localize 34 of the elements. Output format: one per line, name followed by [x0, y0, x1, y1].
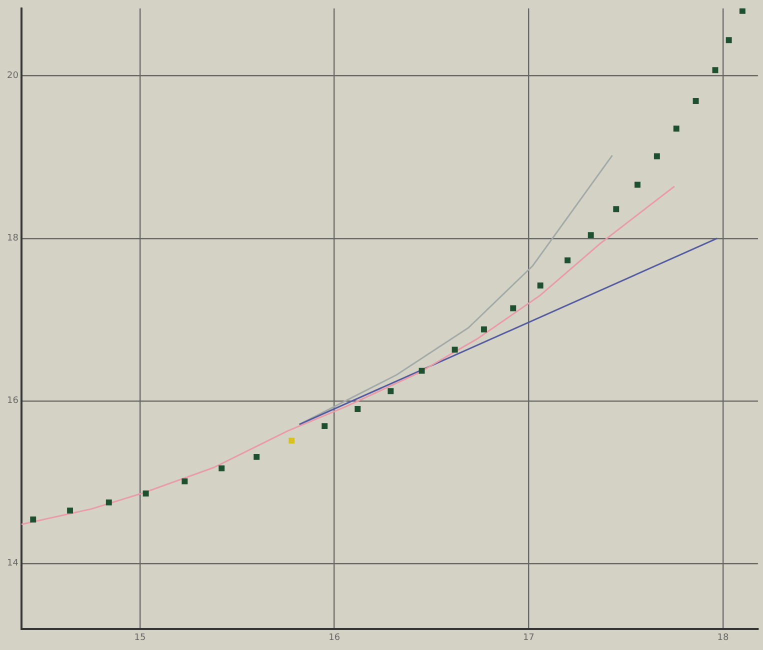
point [537, 282, 544, 288]
point [388, 388, 394, 394]
point [106, 499, 112, 506]
point [218, 465, 225, 472]
point [254, 454, 260, 460]
y-tick-label: 18 [7, 234, 19, 244]
point [726, 37, 732, 44]
point [613, 206, 620, 212]
point [692, 98, 699, 104]
point [67, 508, 74, 514]
point [673, 126, 680, 132]
x-tick-label: 18 [717, 632, 730, 643]
point [354, 406, 361, 412]
point [142, 490, 149, 496]
point [418, 368, 425, 374]
point [30, 516, 36, 522]
point [739, 8, 746, 14]
x-tick-label: 15 [134, 632, 146, 643]
y-tick-label: 16 [7, 396, 19, 406]
point [654, 153, 660, 160]
point [322, 423, 328, 430]
point [452, 346, 458, 353]
point [288, 438, 295, 444]
y-tick-label: 14 [7, 558, 19, 569]
point [182, 478, 188, 484]
point [712, 67, 718, 74]
x-tick-label: 16 [328, 632, 340, 643]
x-tick-label: 17 [522, 632, 534, 643]
point [564, 257, 571, 264]
y-tick-label: 20 [7, 71, 19, 82]
point [634, 182, 640, 188]
point [510, 305, 516, 312]
point [481, 326, 487, 332]
point [588, 232, 594, 238]
